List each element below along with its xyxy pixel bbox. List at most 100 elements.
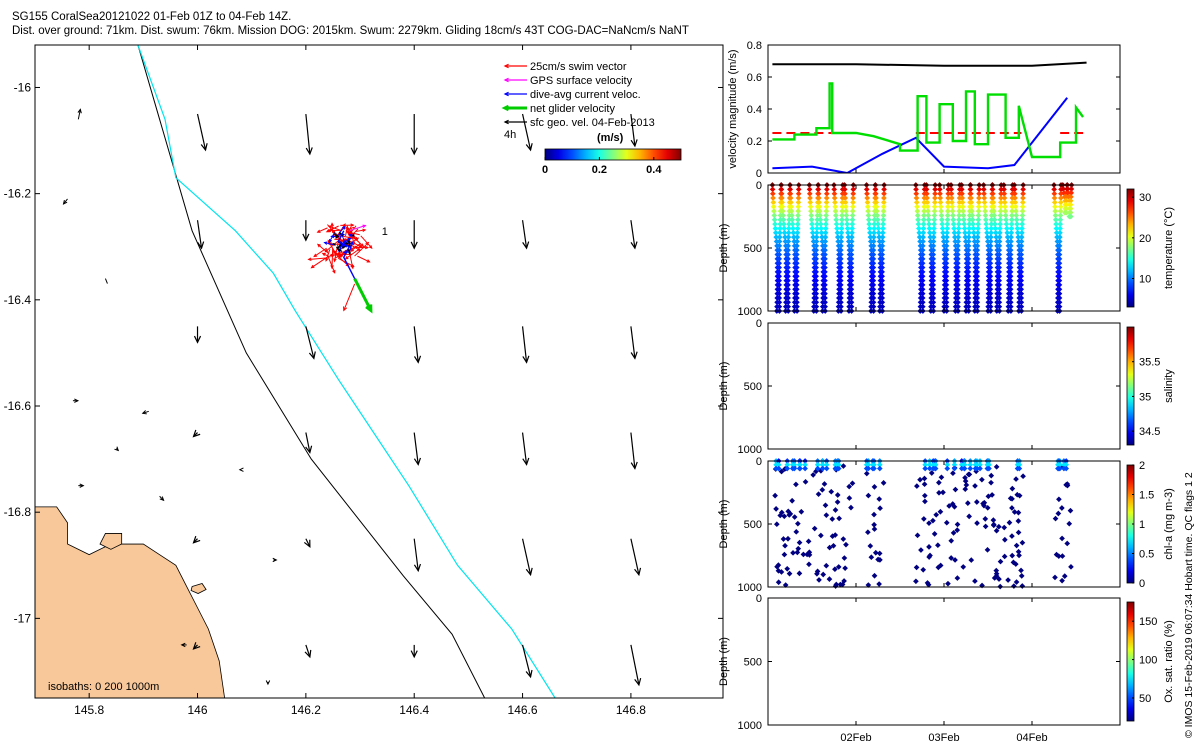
geo-velocity-arrow	[521, 326, 530, 364]
temperature-point	[974, 256, 981, 262]
geo-velocity-arrow-small	[265, 680, 271, 686]
temperature-point	[880, 216, 887, 223]
temperature-point	[782, 238, 789, 245]
chla-point	[795, 545, 802, 552]
velocity-series-4	[772, 97, 1068, 173]
temperature-point	[930, 273, 936, 280]
temperature-point	[831, 195, 838, 201]
temperature-point	[880, 212, 887, 219]
temperature-point	[951, 225, 957, 232]
temperature-point	[879, 264, 885, 271]
temperature-point	[925, 216, 932, 223]
geo-velocity-arrow-small	[159, 495, 165, 502]
chla-point	[1055, 553, 1062, 559]
chla-point	[877, 505, 883, 512]
temperature-point	[1002, 208, 1009, 214]
temperature-point	[809, 229, 816, 236]
temperature-point	[931, 225, 937, 232]
chla-surface-point	[863, 461, 870, 468]
temperature-point	[776, 273, 782, 280]
map-y-tick-label: -17	[14, 611, 32, 625]
temperature-point	[962, 238, 969, 245]
chla-point	[935, 564, 942, 571]
temperature-point	[987, 264, 994, 271]
temperature-point	[823, 203, 830, 210]
swim-vector-arrow	[355, 245, 370, 250]
temperature-point	[987, 242, 994, 249]
temperature-colorbar-tick-label: 30	[1139, 192, 1151, 204]
temperature-point	[813, 273, 819, 280]
temperature-point	[838, 234, 845, 240]
temperature-point	[833, 212, 839, 219]
temperature-point	[937, 195, 944, 201]
temperature-point	[949, 203, 956, 210]
chla-point	[913, 564, 920, 571]
chla-point	[777, 512, 784, 519]
chla-point	[926, 544, 932, 550]
temperature-point	[944, 229, 950, 236]
temperature-point	[996, 242, 1003, 249]
chla-point	[917, 476, 923, 483]
chla-surface-point	[1016, 465, 1023, 472]
temperature-point	[965, 299, 972, 306]
temperature-point	[879, 242, 886, 249]
temperature-point	[1053, 225, 1060, 232]
temperature-point	[943, 303, 950, 310]
temperature-point	[1052, 212, 1059, 219]
colorbar-title: (m/s)	[597, 132, 624, 144]
map-x-tick-label: 146	[188, 703, 208, 717]
chla-point	[990, 522, 997, 529]
temperature-point	[996, 269, 1002, 275]
temperature-point	[813, 251, 820, 258]
temperature-point	[866, 221, 872, 227]
temperature-point	[930, 247, 937, 254]
salinity-colorbar	[1126, 326, 1135, 446]
temperature-point	[943, 282, 950, 288]
temperature-point	[931, 216, 938, 223]
depth-ylabel: Depth (m)	[718, 637, 730, 686]
chla-point	[982, 523, 989, 530]
temperature-point	[943, 238, 950, 245]
temperature-point	[813, 247, 820, 254]
temperature-point	[1057, 221, 1064, 227]
temperature-point	[1057, 199, 1064, 206]
chla-point	[815, 491, 822, 498]
chla-point	[793, 528, 800, 535]
temperature-point	[1052, 216, 1059, 223]
temperature-point	[873, 199, 880, 206]
chla-point	[800, 551, 807, 558]
temperature-colorbar-tick-label: 10	[1139, 274, 1151, 286]
temperature-point	[881, 195, 887, 201]
temperature-point	[881, 190, 887, 197]
chla-point	[993, 463, 1000, 470]
temperature-point	[955, 256, 961, 262]
temperature-point	[816, 208, 823, 214]
chla-point	[871, 521, 877, 528]
temperature-point	[930, 264, 937, 271]
temperature-point	[870, 282, 877, 288]
temperature-point	[993, 234, 1000, 240]
geo-velocity-arrow-track	[337, 248, 343, 252]
temperature-point	[848, 269, 855, 275]
legend-entry-4: sfc geo. vel. 04-Feb-2013	[530, 117, 655, 129]
chla-point	[789, 497, 795, 504]
temperature-point	[1052, 208, 1059, 214]
temperature-point	[817, 221, 824, 227]
temperature-point	[879, 282, 885, 288]
temperature-point	[874, 208, 880, 214]
temperature-point	[1051, 199, 1058, 206]
chla-surface-point	[930, 461, 937, 468]
depth-y-tick-label: 1000	[738, 306, 762, 318]
temperature-point	[1019, 216, 1026, 223]
temperature-point	[813, 282, 819, 288]
map-y-tick-label: -16.8	[4, 505, 32, 519]
geo-velocity-arrow	[630, 220, 638, 250]
temperature-point	[1018, 269, 1024, 275]
temperature-point	[974, 273, 980, 280]
geo-velocity-arrow-track	[332, 243, 336, 246]
chla-surface-point	[951, 465, 958, 472]
chla-point	[985, 493, 992, 500]
geo-velocity-arrow-small	[72, 398, 80, 403]
temperature-point	[916, 225, 922, 232]
temperature-point	[968, 199, 975, 206]
